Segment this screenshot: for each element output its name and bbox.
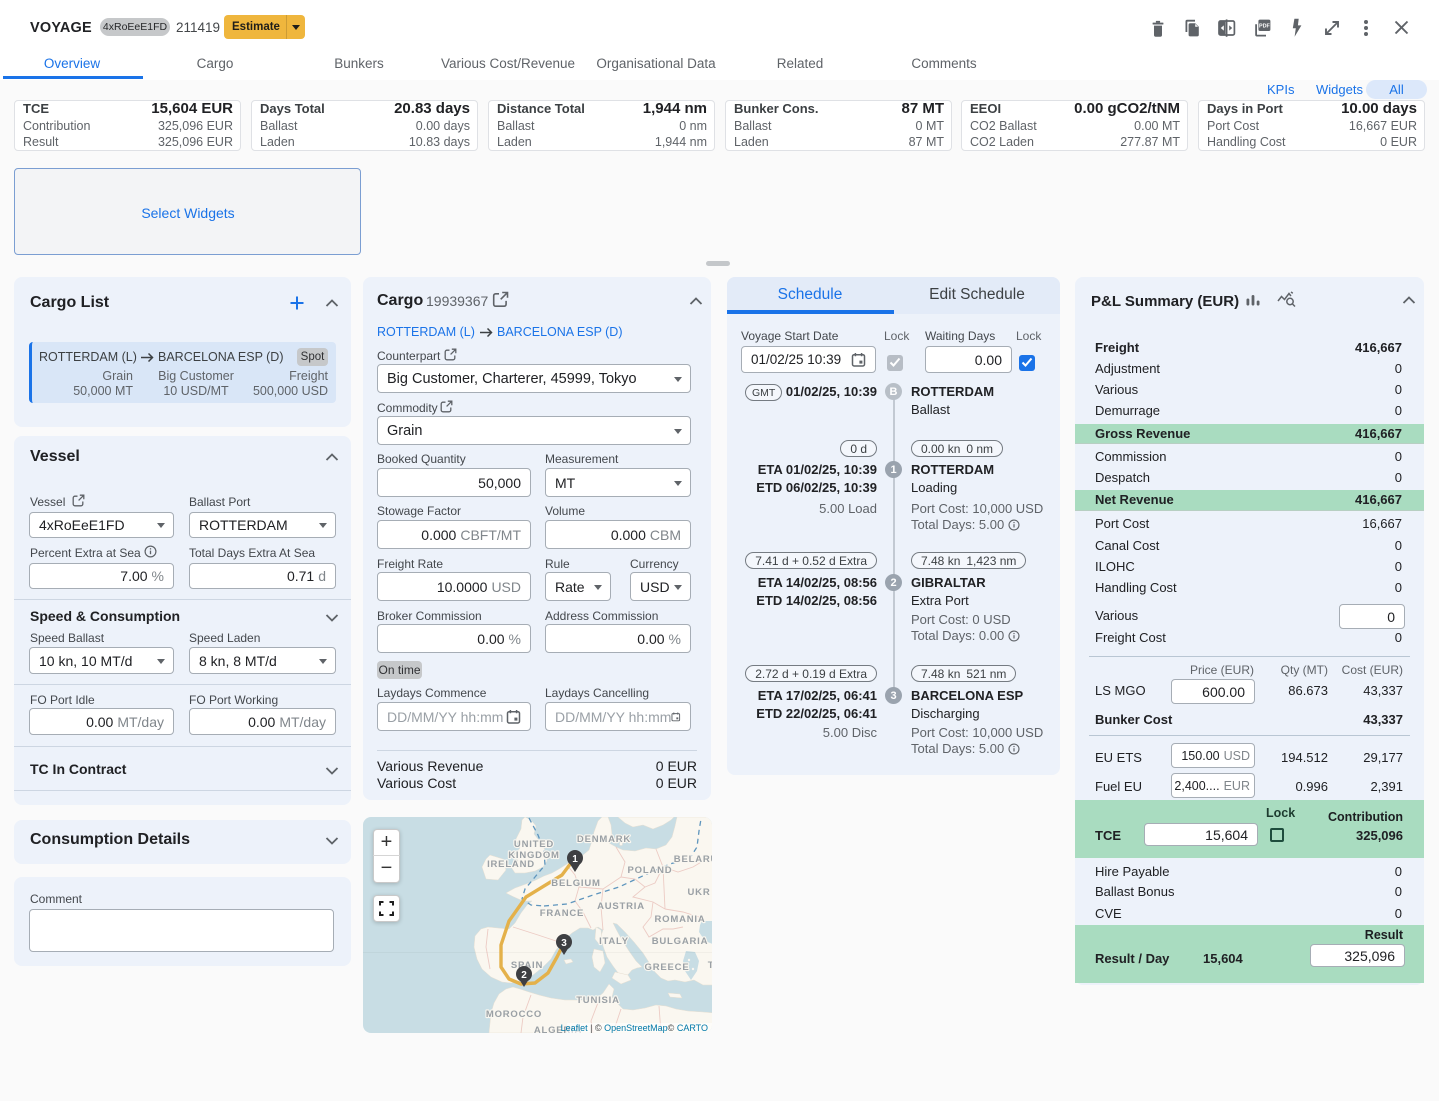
svg-text:PDF: PDF [1259,23,1270,29]
svg-text:FRANCE: FRANCE [540,908,584,919]
svg-text:3: 3 [561,938,567,949]
svg-text:MOROCCO: MOROCCO [486,1009,542,1020]
svg-text:DENMARK: DENMARK [577,834,631,845]
svg-text:ROMANIA: ROMANIA [655,914,706,925]
svg-text:IRELAND: IRELAND [487,859,535,870]
svg-text:BELARU: BELARU [674,854,712,865]
svg-text:2: 2 [521,970,527,981]
svg-text:ALGERIA: ALGERIA [534,1025,582,1033]
svg-text:BELGIUM: BELGIUM [551,878,600,889]
svg-text:UNITED: UNITED [514,839,554,850]
svg-text:T: T [708,960,712,971]
svg-text:KINGDOM: KINGDOM [508,850,560,861]
svg-text:POLAND: POLAND [628,865,673,876]
svg-text:AUSTRIA: AUSTRIA [597,901,645,912]
svg-text:Leaflet | © OpenStreetMap© CAR: Leaflet | © OpenStreetMap© CARTO [561,1023,708,1033]
svg-text:GREECE: GREECE [645,962,690,973]
svg-text:BULGARIA: BULGARIA [652,936,709,947]
svg-text:TUNISIA: TUNISIA [576,995,620,1006]
svg-text:1: 1 [572,854,578,865]
svg-text:UKR: UKR [688,887,711,898]
svg-text:ITALY: ITALY [599,936,629,947]
